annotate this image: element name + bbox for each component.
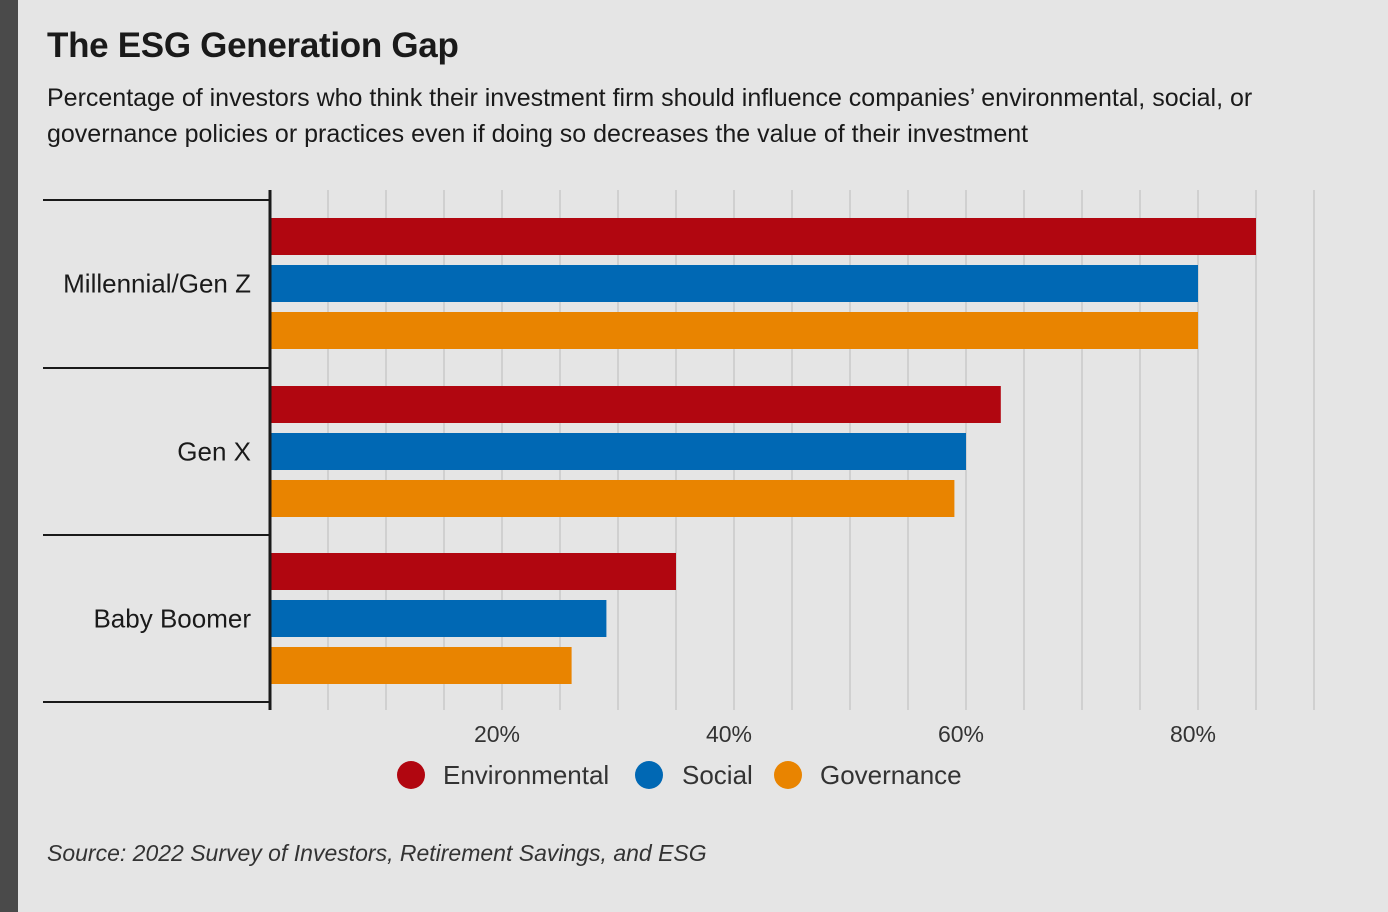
x-tick-label: 60% [938, 721, 984, 747]
bar-governance [270, 647, 572, 684]
bar-governance [270, 312, 1198, 349]
source-note: Source: 2022 Survey of Investors, Retire… [47, 840, 707, 866]
bar-governance [270, 480, 955, 517]
x-tick-label: 40% [706, 721, 752, 747]
legend-label-social: Social [682, 760, 753, 790]
bar-environmental [270, 553, 676, 590]
x-tick-label: 20% [474, 721, 520, 747]
legend-label-environmental: Environmental [443, 760, 609, 790]
bar-environmental [270, 218, 1256, 255]
category-label: Millennial/Gen Z [63, 269, 251, 299]
bar-social [270, 265, 1198, 302]
legend-swatch-environmental [397, 761, 425, 789]
left-accent-bar [0, 0, 18, 912]
x-tick-label: 80% [1170, 721, 1216, 747]
category-label: Gen X [177, 437, 251, 467]
chart-subtitle: Percentage of investors who think their … [47, 84, 1253, 148]
legend-label-governance: Governance [820, 760, 962, 790]
bar-social [270, 600, 607, 637]
legend-swatch-governance [774, 761, 802, 789]
bar-social [270, 433, 966, 470]
chart-title: The ESG Generation Gap [47, 26, 459, 65]
bar-environmental [270, 386, 1001, 423]
legend-swatch-social [635, 761, 663, 789]
category-label: Baby Boomer [93, 604, 251, 634]
